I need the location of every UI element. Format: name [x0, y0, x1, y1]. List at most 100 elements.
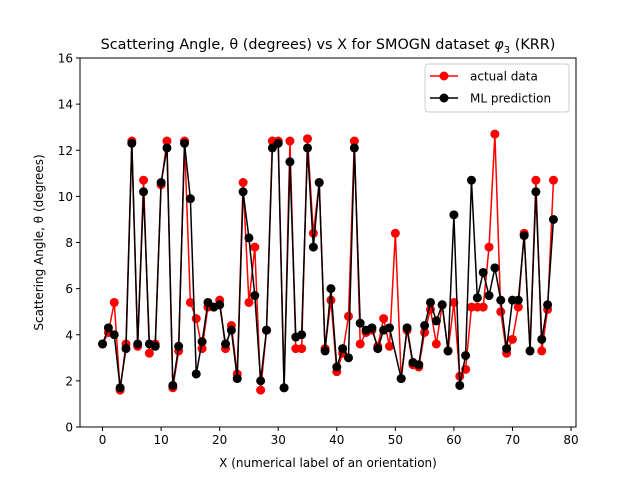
- actual-point: [478, 302, 488, 312]
- y-axis-label: Scattering Angle, θ (degrees): [32, 154, 46, 330]
- y-tick-label: 0: [65, 421, 73, 435]
- prediction-point: [303, 143, 313, 153]
- prediction-point: [343, 353, 353, 363]
- actual-point: [250, 242, 260, 252]
- prediction-point: [449, 210, 459, 220]
- prediction-point: [279, 383, 289, 393]
- actual-point: [379, 314, 389, 324]
- actual-point: [162, 136, 172, 146]
- actual-point: [490, 129, 500, 139]
- prediction-point: [215, 300, 225, 310]
- y-tick-label: 12: [58, 144, 73, 158]
- prediction-point: [431, 316, 441, 326]
- prediction-point: [98, 339, 108, 349]
- prediction-point: [373, 344, 383, 354]
- prediction-point: [543, 300, 553, 310]
- prediction-point: [127, 138, 137, 148]
- actual-point: [390, 228, 400, 238]
- actual-point: [496, 307, 506, 317]
- prediction-point: [490, 263, 500, 273]
- y-tick-label: 2: [65, 374, 73, 388]
- y-tick-label: 8: [65, 236, 73, 250]
- title-subscript: 3: [504, 45, 510, 56]
- prediction-point: [320, 346, 330, 356]
- actual-point: [484, 242, 494, 252]
- prediction-point: [256, 376, 266, 386]
- actual-point: [326, 295, 336, 305]
- actual-point: [431, 339, 441, 349]
- prediction-point: [484, 291, 494, 301]
- actual-point: [139, 175, 149, 185]
- prediction-point: [232, 374, 242, 384]
- actual-point: [238, 178, 248, 188]
- y-tick-label: 4: [65, 328, 73, 342]
- prediction-point: [355, 318, 365, 328]
- prediction-point: [115, 383, 125, 393]
- actual-point: [244, 297, 254, 307]
- y-tick-label: 16: [58, 52, 73, 66]
- x-tick-label: 20: [212, 433, 227, 447]
- prediction-point: [121, 344, 131, 354]
- series-layer: [98, 129, 558, 395]
- prediction-point: [519, 231, 529, 241]
- prediction-point: [496, 295, 506, 305]
- prediction-point: [139, 187, 149, 197]
- prediction-point: [221, 339, 231, 349]
- prediction-point: [425, 297, 435, 307]
- x-tick-label: 50: [388, 433, 403, 447]
- legend-marker-actual: [439, 71, 449, 81]
- y-tick-label: 6: [65, 282, 73, 296]
- actual-point: [531, 175, 541, 185]
- prediction-point: [197, 337, 207, 347]
- legend: actual data ML prediction: [424, 63, 570, 113]
- actual-point: [303, 134, 313, 144]
- x-tick-label: 80: [563, 433, 578, 447]
- x-tick-label: 70: [505, 433, 520, 447]
- actual-point: [285, 136, 295, 146]
- prediction-point: [396, 374, 406, 384]
- prediction-point: [525, 346, 535, 356]
- prediction-point: [338, 344, 348, 354]
- actual-point: [308, 228, 318, 238]
- prediction-point: [384, 323, 394, 333]
- prediction-point: [513, 295, 523, 305]
- actual-point: [355, 339, 365, 349]
- prediction-point: [420, 321, 430, 331]
- x-tick-label: 30: [271, 433, 286, 447]
- prediction-point: [180, 138, 190, 148]
- x-tick-label: 0: [99, 433, 107, 447]
- legend-label-prediction: ML prediction: [470, 92, 551, 106]
- actual-point: [507, 334, 517, 344]
- actual-point: [513, 302, 523, 312]
- x-axis-ticks: 0 10 20 30 40 50 60 70 80: [99, 427, 579, 447]
- prediction-point: [349, 143, 359, 153]
- prediction-point: [168, 380, 178, 390]
- actual-point: [191, 314, 201, 324]
- prediction-point: [437, 300, 447, 310]
- prediction-point: [466, 175, 476, 185]
- prediction-point: [472, 293, 482, 303]
- legend-label-actual: actual data: [470, 70, 538, 84]
- prediction-point: [156, 178, 166, 188]
- prediction-point: [133, 339, 143, 349]
- prediction-point: [548, 214, 558, 224]
- prediction-point: [332, 362, 342, 372]
- prediction-point: [478, 267, 488, 277]
- actual-point: [297, 344, 307, 354]
- prediction-point: [262, 325, 272, 335]
- prediction-point: [414, 360, 424, 370]
- prediction-point: [250, 291, 260, 301]
- prediction-point: [185, 194, 195, 204]
- prediction-point: [150, 341, 160, 351]
- legend-box: [424, 63, 570, 113]
- y-axis-ticks: 0 2 4 6 8 10 12 14 16: [58, 52, 80, 435]
- actual-point: [349, 136, 359, 146]
- actual-point: [537, 346, 547, 356]
- prediction-point: [273, 138, 283, 148]
- prediction-point: [285, 157, 295, 167]
- x-tick-label: 60: [446, 433, 461, 447]
- prediction-point: [109, 330, 119, 340]
- actual-point: [144, 348, 154, 358]
- prediction-point: [297, 330, 307, 340]
